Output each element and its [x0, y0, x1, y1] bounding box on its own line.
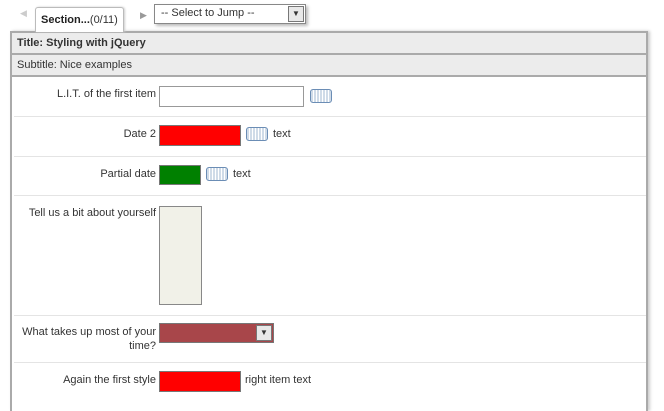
- field-suffix: text: [273, 128, 291, 140]
- field-label: Date 2: [123, 128, 156, 140]
- field-label: Again the first style: [63, 374, 156, 386]
- field-label: What takes up most of your time?: [22, 326, 156, 352]
- field-label: Tell us a bit about yourself: [28, 207, 156, 219]
- calendar-icon[interactable]: [246, 127, 268, 141]
- form-row: Partial date text: [14, 157, 646, 196]
- calendar-icon[interactable]: [310, 89, 332, 103]
- form-row: Again the first style right item text: [14, 363, 646, 403]
- date2-input[interactable]: [159, 125, 241, 146]
- previous-section-arrow-icon[interactable]: ◀: [20, 8, 27, 18]
- lit-input[interactable]: [159, 86, 304, 107]
- section-count: (0/11): [89, 14, 118, 26]
- section-tab[interactable]: Section...(0/11): [35, 7, 124, 32]
- field-suffix: text: [233, 168, 251, 180]
- section-label: Section...: [41, 14, 90, 26]
- field-label: Partial date: [100, 168, 156, 180]
- first-style-input[interactable]: [159, 371, 241, 392]
- jump-select[interactable]: -- Select to Jump -- ▼: [154, 4, 306, 24]
- panel-subtitle: Subtitle: Nice examples: [12, 55, 646, 77]
- about-textarea[interactable]: [159, 206, 202, 305]
- form-row: Tell us a bit about yourself: [14, 196, 646, 316]
- form-panel: Title: Styling with jQuery Subtitle: Nic…: [10, 31, 648, 411]
- field-suffix: right item text: [245, 374, 312, 386]
- form-row: What takes up most of your time? ▼: [14, 316, 646, 363]
- field-label: L.I.T. of the first item: [56, 88, 156, 100]
- jump-select-value: -- Select to Jump --: [161, 7, 255, 19]
- chevron-down-icon[interactable]: ▼: [288, 6, 304, 22]
- time-select[interactable]: ▼: [159, 323, 274, 343]
- next-section-arrow-icon[interactable]: ▶: [140, 10, 147, 20]
- partial-date-input[interactable]: [159, 165, 201, 185]
- calendar-icon[interactable]: [206, 167, 228, 181]
- form-row: Date 2 text: [14, 117, 646, 157]
- panel-title: Title: Styling with jQuery: [12, 31, 646, 55]
- form-row: L.I.T. of the first item: [14, 77, 646, 117]
- chevron-down-icon[interactable]: ▼: [256, 325, 272, 341]
